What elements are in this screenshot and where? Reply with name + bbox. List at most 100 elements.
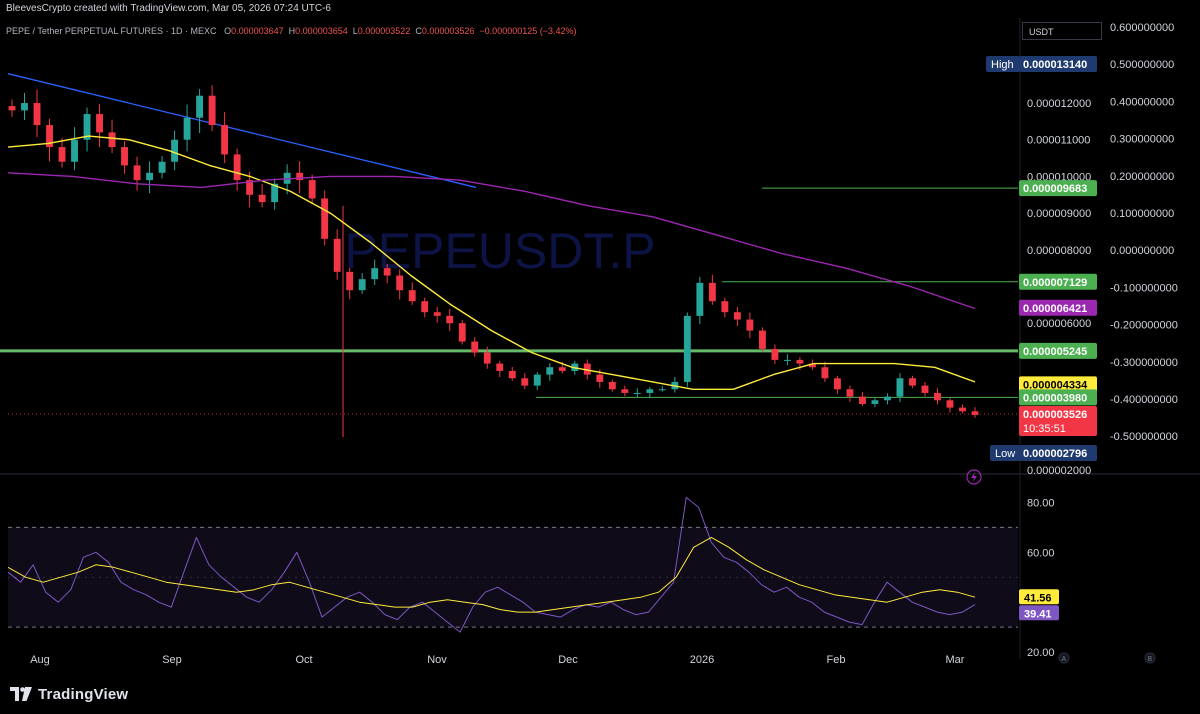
rsi-tag-bg	[1019, 605, 1059, 621]
candle-body	[934, 392, 941, 401]
ma-purple-line	[7, 172, 976, 310]
candle-body	[696, 282, 704, 316]
price-chart-svg[interactable]: PEPEUSDT.P 0.000012000 0.000011000 0.00001…	[0, 18, 1200, 674]
percent-tick-label: -0.300000000	[1110, 357, 1178, 369]
candle	[608, 379, 616, 392]
candle	[846, 385, 854, 402]
candle-body	[496, 363, 504, 371]
candle-body	[608, 381, 616, 390]
candle-body	[521, 378, 529, 386]
candle	[658, 385, 666, 392]
close-label: C	[415, 26, 422, 36]
percent-tick-label: -0.400000000	[1110, 394, 1178, 406]
candle	[158, 156, 166, 179]
candle-body	[146, 172, 154, 181]
percent-tick-label: -0.200000000	[1110, 320, 1178, 332]
candle	[733, 306, 741, 327]
candle	[521, 373, 529, 390]
candle	[646, 386, 654, 399]
candle-body	[371, 268, 379, 280]
price-tick-label: 0.000002000	[1027, 465, 1091, 477]
candle	[171, 130, 179, 171]
candle-body	[558, 367, 566, 371]
candle	[483, 346, 491, 369]
candle-body	[208, 95, 216, 126]
price-axis[interactable]: 0.0000120000.0000110000.0000100000.00000…	[1027, 22, 1178, 664]
candle	[833, 375, 841, 394]
percent-tick-label: 0.200000000	[1110, 171, 1174, 183]
low-label: L	[352, 26, 358, 36]
candle-body	[621, 389, 629, 393]
candle	[358, 273, 366, 294]
candle-body	[909, 378, 916, 386]
candle-body	[221, 125, 229, 155]
candles	[8, 85, 979, 437]
candle-body	[859, 396, 866, 404]
price-tick-label: 0.000008000	[1027, 245, 1091, 257]
currency-selector[interactable]: USDT	[1022, 22, 1102, 40]
candle	[8, 99, 16, 117]
candle	[308, 174, 316, 204]
candle	[133, 156, 141, 191]
candle	[921, 381, 929, 397]
lightning-icon	[966, 469, 982, 485]
axis-marker-label: A	[1062, 656, 1067, 663]
candle-body	[446, 315, 454, 324]
low-label: Low	[995, 448, 1015, 460]
candle-body	[483, 352, 491, 364]
candle-body	[508, 370, 516, 379]
candle-body	[458, 323, 466, 342]
time-axis[interactable]: Aug Sep Oct Nov Dec 2026 Feb Mar	[30, 654, 965, 666]
axis-marker-icon	[1144, 652, 1156, 664]
resistance-2-tag-bg	[1019, 273, 1097, 290]
candle-body	[121, 147, 128, 166]
percent-tick-label: -0.500000000	[1110, 431, 1178, 443]
candle	[246, 171, 254, 208]
rsi-band	[8, 526, 1018, 628]
tradingview-logo[interactable]: TradingView	[10, 684, 128, 704]
candle-body	[683, 315, 691, 382]
candle	[508, 366, 516, 381]
candle-body	[346, 271, 354, 291]
candle	[446, 308, 454, 332]
time-tick-label: Nov	[427, 654, 447, 666]
candle-body	[884, 396, 891, 401]
candle	[146, 161, 154, 194]
moving-averages	[7, 135, 976, 390]
candle-body	[433, 312, 441, 316]
last-price-value: 0.000003526	[1023, 409, 1087, 421]
candle	[183, 104, 191, 152]
resistance-2-tag: 0.000007129	[1023, 277, 1087, 289]
candle	[346, 267, 354, 300]
candle	[33, 89, 41, 138]
resistance-1-tag-bg	[1019, 180, 1097, 197]
symbol-line: PEPE / Tether PERPETUAL FUTURES · 1D · M…	[6, 26, 217, 36]
candle-body	[846, 389, 854, 397]
high-label: High	[991, 59, 1014, 71]
candle-body	[896, 378, 904, 397]
chart-area[interactable]: PEPEUSDT.P 0.000012000 0.000011000 0.00001…	[0, 18, 1200, 674]
axis-marker-label: B	[1148, 656, 1153, 663]
candle	[909, 375, 916, 388]
candle-body	[833, 378, 841, 390]
candle	[859, 392, 866, 407]
rsi-line	[7, 497, 976, 633]
candle	[934, 388, 941, 405]
rsi-ma-line	[7, 536, 976, 613]
candle	[108, 119, 116, 154]
time-tick-label: Feb	[827, 654, 846, 666]
candle	[71, 127, 78, 171]
candle	[783, 354, 791, 366]
rsi-tag: 39.41	[1024, 608, 1052, 620]
change-value: −0.000000125 (−3.42%)	[479, 26, 577, 36]
candle	[721, 297, 729, 318]
candle	[271, 178, 279, 210]
candle	[884, 393, 891, 405]
percent-tick-label: 0.000000000	[1110, 245, 1174, 257]
candle-body	[946, 400, 954, 408]
percent-tick-label: 0.400000000	[1110, 96, 1174, 108]
rsi-lines	[7, 497, 976, 633]
candle	[471, 336, 479, 357]
candle-body	[158, 161, 166, 173]
candle-body	[596, 374, 604, 382]
